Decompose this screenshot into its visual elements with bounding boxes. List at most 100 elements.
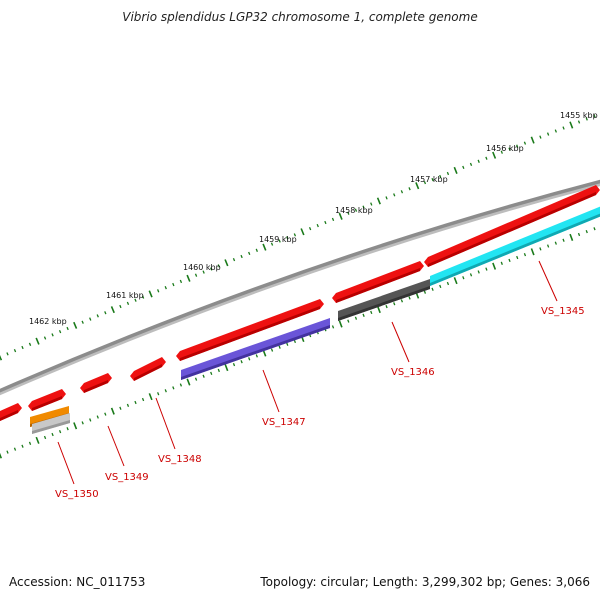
inner-tick-25 (186, 378, 191, 386)
inner-tick-20 (148, 393, 153, 401)
inner-tick-10 (73, 422, 78, 430)
inner-tick-50 (376, 305, 381, 314)
gene-arrow-5[interactable] (80, 373, 112, 393)
inner-tick-38 (286, 342, 289, 346)
outer-tick-72 (546, 132, 550, 136)
gene-label-vs-1349[interactable]: VS_1349 (105, 472, 149, 483)
outer-tick-22 (164, 286, 167, 290)
inner-tick-65 (492, 262, 497, 270)
outer-tick-30 (224, 259, 229, 267)
inner-tick-48 (362, 313, 365, 317)
gene-label-vs-1345[interactable]: VS_1345 (541, 306, 585, 317)
inner-tick-64 (485, 267, 488, 271)
outer-tick-34 (255, 248, 258, 252)
gene-arrow-2[interactable] (332, 261, 424, 303)
inner-tick-32 (240, 360, 243, 364)
inner-tick-24 (179, 383, 183, 387)
outer-tick-58 (439, 174, 442, 179)
inner-tick-7 (51, 432, 54, 437)
outer-tick-56 (423, 180, 427, 185)
outer-tick-3 (21, 345, 24, 350)
outer-tick-40 (300, 228, 305, 236)
inner-tick-21 (157, 392, 160, 396)
inner-tick-26 (194, 377, 198, 381)
gene-arrow-4[interactable] (130, 357, 166, 381)
leader-line-3 (155, 397, 176, 450)
inner-tick-28 (210, 371, 213, 375)
outer-tick-65 (492, 151, 497, 159)
inner-tick-33 (248, 357, 251, 361)
outer-tick-49 (370, 202, 373, 206)
outer-tick-59 (446, 171, 450, 176)
outer-tick-78 (593, 114, 596, 118)
kbp-label-1456: 1456 kbp (486, 144, 524, 153)
outer-tick-73 (554, 129, 557, 133)
outer-tick-53 (400, 190, 404, 194)
inner-tick-11 (81, 421, 84, 425)
outer-tick-41 (308, 227, 312, 231)
outer-tick-27 (202, 270, 205, 274)
outer-tick-68 (516, 144, 519, 148)
outer-tick-61 (462, 165, 465, 170)
outer-tick-20 (148, 290, 153, 298)
outer-tick-26 (194, 273, 198, 277)
outer-tick-47 (354, 208, 358, 212)
feature-vs-1346[interactable] (338, 279, 430, 321)
gene-arrow-7[interactable] (0, 403, 22, 421)
inner-tick-17 (126, 403, 130, 407)
kbp-label-1460: 1460 kbp (183, 263, 221, 272)
inner-tick-59 (446, 281, 450, 286)
outer-tick-19 (141, 295, 145, 299)
feature-vs-1345[interactable] (430, 205, 600, 286)
inner-tick-1 (6, 450, 9, 454)
outer-tick-37 (278, 239, 281, 243)
inner-tick-54 (408, 296, 411, 300)
outer-tick-35 (262, 243, 267, 251)
outer-tick-5 (35, 337, 40, 345)
inner-tick-76 (577, 232, 581, 237)
inner-tick-73 (554, 241, 557, 245)
outer-tick-12 (89, 317, 92, 321)
outer-tick-48 (362, 205, 365, 209)
inner-tick-47 (354, 316, 358, 320)
gene-arrow-6[interactable] (28, 389, 66, 411)
outer-tick-15 (110, 306, 115, 314)
inner-tick-37 (278, 345, 281, 349)
inner-tick-51 (385, 305, 388, 309)
gene-arrow-3[interactable] (176, 299, 324, 361)
outer-tick-13 (96, 314, 99, 318)
feature-vs-1350-b[interactable] (32, 413, 70, 434)
outer-tick-17 (126, 301, 130, 305)
gene-label-vs-1346[interactable]: VS_1346 (391, 367, 435, 378)
inner-tick-67 (508, 258, 511, 263)
gene-track (0, 185, 600, 434)
inner-tick-56 (423, 290, 427, 294)
feature-vs-1347[interactable] (181, 318, 330, 380)
gene-arrow-1[interactable] (424, 185, 600, 267)
outer-tick-25 (186, 274, 191, 282)
outer-tick-10 (73, 321, 78, 329)
gene-label-vs-1348[interactable]: VS_1348 (158, 454, 202, 465)
inner-tick-62 (469, 273, 473, 277)
outer-tick-69 (523, 141, 527, 145)
outer-tick-70 (530, 136, 535, 144)
leader-line-0 (538, 260, 558, 302)
gene-label-vs-1347[interactable]: VS_1347 (262, 417, 306, 428)
outer-tick-9 (66, 326, 69, 331)
outer-tick-8 (58, 330, 62, 334)
inner-tick-16 (119, 406, 122, 410)
outer-tick-7 (51, 333, 54, 337)
backbone-shadow (0, 183, 600, 396)
inner-tick-60 (453, 277, 458, 285)
gene-label-vs-1350[interactable]: VS_1350 (55, 489, 99, 500)
inner-tick-31 (232, 362, 236, 367)
outer-tick-21 (157, 289, 160, 293)
outer-tick-44 (331, 217, 335, 222)
outer-tick-1 (6, 352, 9, 356)
inner-tick-61 (462, 276, 465, 280)
inner-tick-2 (13, 447, 17, 451)
leader-line-4 (107, 425, 125, 467)
inner-tick-52 (393, 302, 396, 306)
outer-tick-77 (585, 117, 588, 121)
